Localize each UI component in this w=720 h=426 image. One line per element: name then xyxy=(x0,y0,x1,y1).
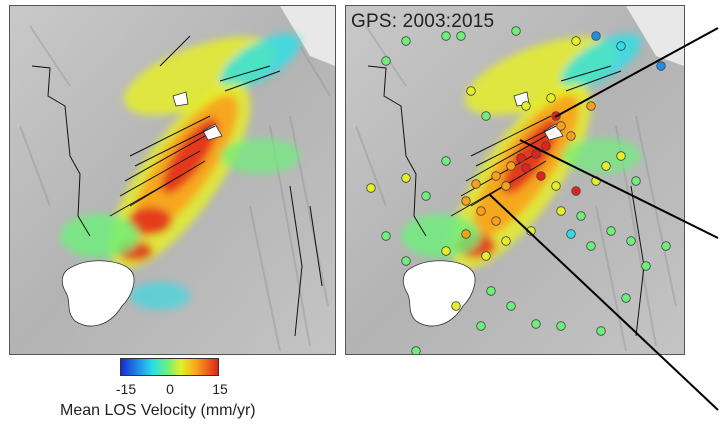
insar-map xyxy=(10,6,335,354)
gps-station-marker xyxy=(661,241,671,251)
gps-station-marker xyxy=(551,111,561,121)
gps-station-marker xyxy=(481,251,491,261)
gps-station-marker xyxy=(591,176,601,186)
gps-station-marker xyxy=(556,206,566,216)
gps-station-marker xyxy=(571,36,581,46)
gps-station-marker xyxy=(606,226,616,236)
gps-period-label: GPS: 2003:2015 xyxy=(351,11,495,32)
insar-gps-map xyxy=(346,6,684,354)
gps-station-marker xyxy=(476,321,486,331)
gps-station-marker xyxy=(461,229,471,239)
gps-station-marker xyxy=(616,151,626,161)
coast-highland xyxy=(280,6,335,66)
gps-station-marker xyxy=(501,236,511,246)
gps-station-marker xyxy=(556,321,566,331)
gps-station-marker xyxy=(476,206,486,216)
gps-station-marker xyxy=(471,179,481,189)
gps-station-marker xyxy=(566,229,576,239)
insar-gps-map-panel: GPS: 2003:2015 xyxy=(345,5,685,355)
gps-station-marker xyxy=(571,186,581,196)
gps-station-marker xyxy=(656,61,666,71)
colorbar-legend: -15 0 15 Mean LOS Velocity (mm/yr) xyxy=(60,358,300,426)
gps-station-marker xyxy=(576,211,586,221)
lake-south xyxy=(61,260,135,327)
gps-station-marker xyxy=(531,319,541,329)
insar-map-panel xyxy=(9,5,336,355)
gps-station-marker xyxy=(526,226,536,236)
gps-station-marker xyxy=(641,261,651,271)
gps-station-marker xyxy=(541,141,551,151)
gps-station-marker xyxy=(401,173,411,183)
gps-station-marker xyxy=(501,181,511,191)
gps-station-marker xyxy=(481,111,491,121)
colorbar-tick-min: -15 xyxy=(115,381,137,397)
gps-station-marker xyxy=(531,149,541,159)
gps-station-marker xyxy=(366,183,376,193)
gps-station-marker xyxy=(631,176,641,186)
gps-station-marker xyxy=(506,161,516,171)
gps-station-marker xyxy=(456,31,466,41)
gps-station-marker xyxy=(441,246,451,256)
gps-station-marker xyxy=(591,31,601,41)
gps-station-marker xyxy=(556,121,566,131)
gps-station-marker xyxy=(411,346,421,354)
colorbar-title: Mean LOS Velocity (mm/yr) xyxy=(60,402,256,419)
gps-station-marker xyxy=(461,196,471,206)
gps-station-marker xyxy=(626,236,636,246)
lake-north xyxy=(172,91,189,107)
gps-station-marker xyxy=(451,301,461,311)
gps-station-marker xyxy=(601,161,611,171)
gps-station-marker xyxy=(491,171,501,181)
gps-station-marker xyxy=(486,286,496,296)
colorbar-tick-zero: 0 xyxy=(166,381,174,397)
gps-station-marker xyxy=(621,293,631,303)
gps-station-marker xyxy=(546,93,556,103)
fault-lines xyxy=(31,35,323,337)
gps-station-marker xyxy=(401,36,411,46)
gps-station-marker xyxy=(491,216,501,226)
gps-station-marker xyxy=(586,241,596,251)
gps-station-marker xyxy=(616,41,626,51)
gps-station-marker xyxy=(441,31,451,41)
gps-station-marker xyxy=(551,181,561,191)
gps-station-marker xyxy=(596,326,606,336)
gps-station-marker xyxy=(566,131,576,141)
gps-station-marker xyxy=(586,101,596,111)
gps-station-marker xyxy=(381,56,391,66)
gps-station-marker xyxy=(441,156,451,166)
gps-station-marker xyxy=(401,256,411,266)
gps-station-marker xyxy=(516,153,526,163)
gps-station-marker xyxy=(381,231,391,241)
gps-station-marker xyxy=(466,86,476,96)
colorbar-tick-max: 15 xyxy=(212,381,228,397)
gps-station-marker xyxy=(511,26,521,36)
gps-station-marker xyxy=(506,301,516,311)
crater-lake xyxy=(202,123,223,141)
colorbar-gradient xyxy=(120,358,219,376)
gps-station-marker xyxy=(521,163,531,173)
gps-station-marker xyxy=(521,101,531,111)
gps-station-marker xyxy=(421,191,431,201)
gps-station-marker xyxy=(536,171,546,181)
